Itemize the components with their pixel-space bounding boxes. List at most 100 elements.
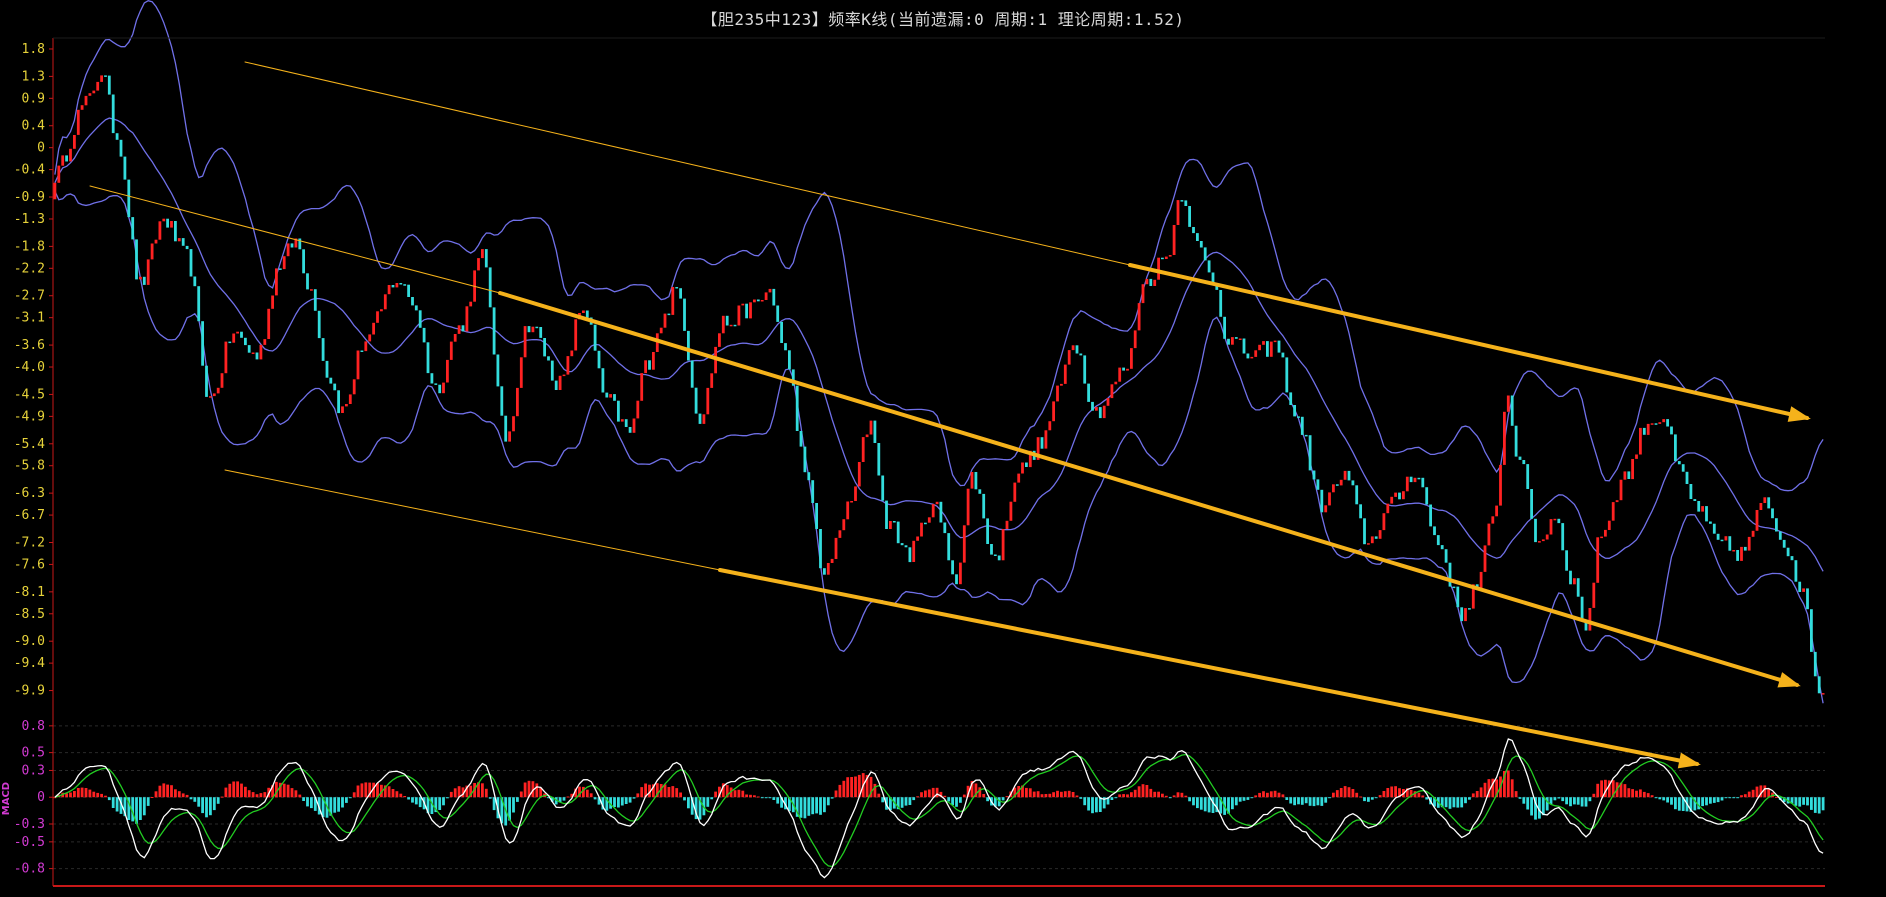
candle — [1386, 503, 1390, 514]
macd-histogram-bar — [733, 790, 737, 798]
macd-histogram-bar — [539, 787, 543, 798]
candle — [1782, 539, 1786, 548]
candle — [1514, 425, 1518, 457]
candle — [76, 109, 80, 135]
y-tick-label: -0.4 — [14, 163, 45, 178]
macd-histogram-bar — [652, 784, 655, 798]
candle — [1297, 416, 1300, 418]
y-tick-label: -1.3 — [14, 212, 45, 227]
candle — [1079, 353, 1083, 356]
macd-histogram-bar — [481, 783, 484, 798]
candle — [1250, 356, 1254, 359]
macd-histogram-bar — [1736, 797, 1739, 799]
candle — [259, 344, 263, 360]
candle — [721, 315, 725, 334]
candle — [212, 393, 216, 397]
macd-histogram-bar — [1262, 791, 1265, 798]
macd-panel — [53, 738, 1825, 879]
candle — [438, 384, 442, 394]
candle — [694, 387, 698, 414]
candle — [189, 249, 193, 277]
candle — [282, 256, 286, 270]
macd-histogram-bar — [834, 790, 838, 798]
macd-histogram-bar — [403, 796, 407, 798]
macd-histogram-bar — [667, 787, 671, 798]
macd-histogram-bar — [1149, 788, 1153, 798]
macd-tick-label: 0.5 — [22, 746, 45, 761]
macd-histogram-bar — [119, 797, 123, 814]
candle — [1332, 484, 1335, 493]
candle — [1553, 518, 1557, 521]
candle — [329, 377, 333, 384]
macd-histogram-bar — [1293, 797, 1296, 806]
candle — [523, 326, 527, 358]
macd-histogram-bar — [935, 787, 939, 798]
macd-histogram-bar — [1370, 797, 1374, 800]
candle — [869, 420, 873, 435]
macd-histogram-bar — [123, 797, 127, 817]
macd-histogram-bar — [1126, 794, 1129, 798]
macd-histogram-bar — [1588, 797, 1592, 802]
macd-histogram-bar — [197, 797, 201, 807]
macd-histogram-bar — [1176, 792, 1180, 798]
candle — [1701, 506, 1704, 512]
macd-histogram-bar — [1343, 786, 1347, 798]
candle — [931, 504, 935, 518]
macd-histogram-bar — [694, 797, 698, 820]
candle — [1091, 401, 1094, 411]
candle — [185, 245, 189, 250]
macd-histogram-bar — [877, 793, 881, 798]
macd-histogram-bar — [904, 797, 908, 806]
macd-histogram-bar — [1545, 797, 1549, 811]
macd-histogram-bar — [1063, 791, 1067, 798]
macd-histogram-bar — [1118, 794, 1122, 798]
candle — [663, 313, 667, 328]
macd-histogram-bar — [88, 789, 92, 798]
macd-histogram-bar — [982, 794, 986, 798]
candle — [990, 544, 993, 555]
trend-arrow-upper-head — [1787, 406, 1811, 422]
candle — [477, 258, 480, 271]
macd-histogram-bar — [1281, 794, 1285, 798]
candle — [1573, 578, 1576, 585]
candle — [294, 238, 298, 248]
macd-histogram-bar — [1584, 797, 1588, 807]
macd-histogram-bar — [512, 797, 515, 813]
candle — [1242, 338, 1246, 354]
macd-histogram-bar — [955, 797, 958, 807]
candle — [127, 179, 131, 218]
candle — [854, 486, 857, 501]
candle — [1246, 353, 1250, 359]
macd-histogram-bar — [753, 795, 756, 798]
macd-histogram-bar — [469, 785, 473, 798]
macd-histogram-bar — [772, 797, 776, 800]
macd-tick-label: -0.5 — [14, 835, 45, 850]
candle — [1677, 461, 1681, 465]
candle — [317, 310, 321, 339]
candle — [640, 373, 644, 401]
candle — [1495, 505, 1498, 517]
macd-histogram-bar — [1798, 797, 1802, 807]
candle — [337, 390, 340, 414]
candle — [1405, 476, 1409, 492]
macd-histogram-bar — [294, 790, 298, 798]
candle — [1468, 608, 1471, 610]
macd-histogram-bar — [558, 797, 562, 803]
macd-histogram-bar — [1600, 780, 1603, 798]
candle — [1192, 227, 1195, 234]
macd-histogram-bar — [788, 797, 791, 812]
candle — [135, 239, 138, 280]
candle — [605, 392, 609, 398]
candle — [516, 387, 519, 417]
macd-histogram-bar — [1518, 797, 1522, 799]
candle — [1266, 341, 1269, 357]
macd-histogram-bar — [1460, 797, 1464, 808]
trend-line-lower-thin-shaft — [224, 469, 721, 571]
macd-histogram-bar — [1091, 797, 1094, 814]
candle — [741, 303, 745, 306]
macd-histogram-bar — [865, 775, 869, 798]
macd-histogram-bar — [1227, 797, 1230, 814]
macd-histogram-bar — [966, 785, 970, 798]
candle — [1538, 541, 1541, 543]
candle — [1293, 405, 1296, 417]
